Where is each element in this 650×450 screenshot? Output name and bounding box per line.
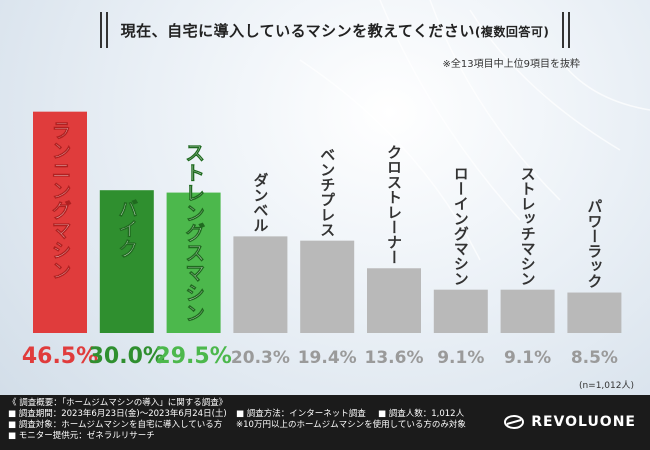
bar-6 xyxy=(367,268,421,333)
chart-subtitle: ※全13項目中上位9項目を抜粋 xyxy=(442,59,580,70)
bar-5 xyxy=(300,240,355,333)
value-label-1: 46.5% xyxy=(22,344,98,369)
bar-1 xyxy=(33,111,87,333)
value-label-6: 13.6% xyxy=(365,348,424,368)
footer-target: ■ 調査対象：ホームジムマシンを自宅に導入している方 xyxy=(8,420,223,430)
category-label-9: パワーラック xyxy=(585,199,603,289)
category-label-1: ランニングマシン xyxy=(48,120,72,280)
value-label-5: 19.4% xyxy=(298,348,357,368)
chart-title-box: 現在、自宅に導入しているマシンを教えてください(複数回答可) xyxy=(100,12,570,48)
category-label-4: ダンベル xyxy=(251,172,269,233)
category-label-6: クロストレーナー xyxy=(385,144,403,264)
category-label-2: バイク xyxy=(115,198,139,258)
bar-2 xyxy=(99,190,154,333)
bar-8 xyxy=(500,289,555,333)
value-label-4: 20.3% xyxy=(231,348,290,368)
sample-size-note: (n=1,012人) xyxy=(578,381,634,391)
category-label-3: ストレングスマシン xyxy=(182,143,206,323)
bar-4 xyxy=(233,236,288,333)
footer-period: ■ 調査期間：2023年6月23日(金)～2023年6月24日(土) xyxy=(8,409,227,419)
footer-survey-title: 《 調査概要：「ホームジムマシンの導入」に関する調査》 xyxy=(8,398,228,408)
value-label-8: 9.1% xyxy=(504,348,551,368)
bar-chart: ランニングマシン 46.5% バイク 30.0% ストレングスマシン 29.5% ダンベル 2… xyxy=(22,111,622,369)
category-label-8: ストレッチマシン xyxy=(519,166,537,286)
category-label-5: ベンチプレス xyxy=(318,147,336,237)
revoluone-logo-icon xyxy=(504,415,525,429)
brand-logo: REVOLUONE xyxy=(503,414,636,430)
value-label-2: 30.0% xyxy=(89,344,165,369)
footer-count: ■ 調査人数：1,012人 xyxy=(378,409,465,419)
footer-target-note: ※10万円以上のホームジムマシンを使用している方のみ対象 xyxy=(236,420,466,430)
bar-3 xyxy=(166,192,221,333)
footer-method: ■ 調査方法：インターネット調査 xyxy=(236,409,366,419)
value-label-3: 29.5% xyxy=(155,344,231,369)
bar-7 xyxy=(433,289,488,333)
brand-logo-text: REVOLUONE xyxy=(531,414,636,430)
category-label-7: ローイングマシン xyxy=(452,166,470,286)
chart-title: 現在、自宅に導入しているマシンを教えてください(複数回答可) xyxy=(120,21,550,40)
bar-9 xyxy=(567,292,622,333)
survey-footer: 《 調査概要：「ホームジムマシンの導入」に関する調査》 ■ 調査期間：2023年… xyxy=(0,395,650,450)
value-label-7: 9.1% xyxy=(437,348,484,368)
footer-provider: ■ モニター提供元：ゼネラルリサーチ xyxy=(8,431,155,441)
value-label-9: 8.5% xyxy=(571,348,618,368)
